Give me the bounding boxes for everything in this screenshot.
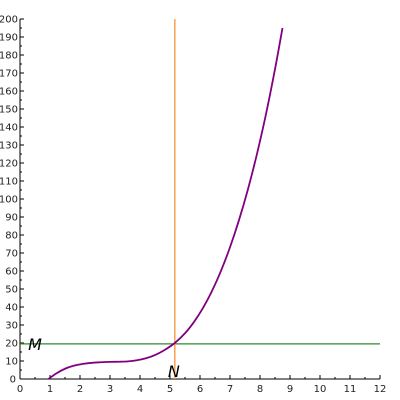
function-curve [47, 27, 284, 380]
y-tick-label: 180 [0, 51, 18, 62]
y-tick-label: 150 [0, 105, 18, 116]
x-tick-label: 7 [227, 384, 233, 395]
y-tick-label: 130 [0, 141, 18, 152]
y-tick-label: 120 [0, 159, 18, 170]
axes: 0 1 2 3 4 5 6 7 8 9 10 11 12010203040506070809010011… [0, 15, 386, 396]
x-tick-label: 11 [344, 384, 357, 395]
reference-lines [20, 19, 380, 379]
x-tick-label: 10 [314, 384, 327, 395]
x-tick-label: 8 [257, 384, 263, 395]
y-tick-label: 190 [0, 33, 18, 44]
y-tick-label: 200 [0, 15, 18, 26]
x-tick-label: 12 [374, 384, 387, 395]
y-tick-label: 110 [0, 177, 18, 188]
y-tick-label: 0 [10, 375, 16, 386]
y-tick-label: 100 [0, 195, 18, 206]
y-tick-label: 10 [5, 357, 18, 368]
y-tick-label: 20 [5, 339, 18, 350]
curves [47, 27, 284, 380]
y-tick-label: 70 [5, 249, 18, 260]
point-labels: MN [28, 335, 180, 381]
x-tick-label: 5 [167, 384, 173, 395]
x-tick-label: 4 [137, 384, 143, 395]
y-tick-label: 40 [5, 303, 18, 314]
y-tick-label: 80 [5, 231, 18, 242]
x-tick-label: 9 [287, 384, 293, 395]
y-tick-label: 140 [0, 123, 18, 134]
x-tick-label: 0 [17, 384, 23, 395]
x-tick-label: 6 [197, 384, 203, 395]
y-tick-label: 160 [0, 87, 18, 98]
x-tick-label: 1 [47, 384, 53, 395]
y-tick-label: 50 [5, 285, 18, 296]
x-tick-label: 3 [107, 384, 113, 395]
x-tick-label: 2 [77, 384, 83, 395]
point-label-n: N [168, 362, 180, 381]
point-label-m: M [28, 335, 42, 354]
y-tick-label: 60 [5, 267, 18, 278]
y-tick-label: 170 [0, 69, 18, 80]
y-tick-label: 30 [5, 321, 18, 332]
y-tick-label: 90 [5, 213, 18, 224]
